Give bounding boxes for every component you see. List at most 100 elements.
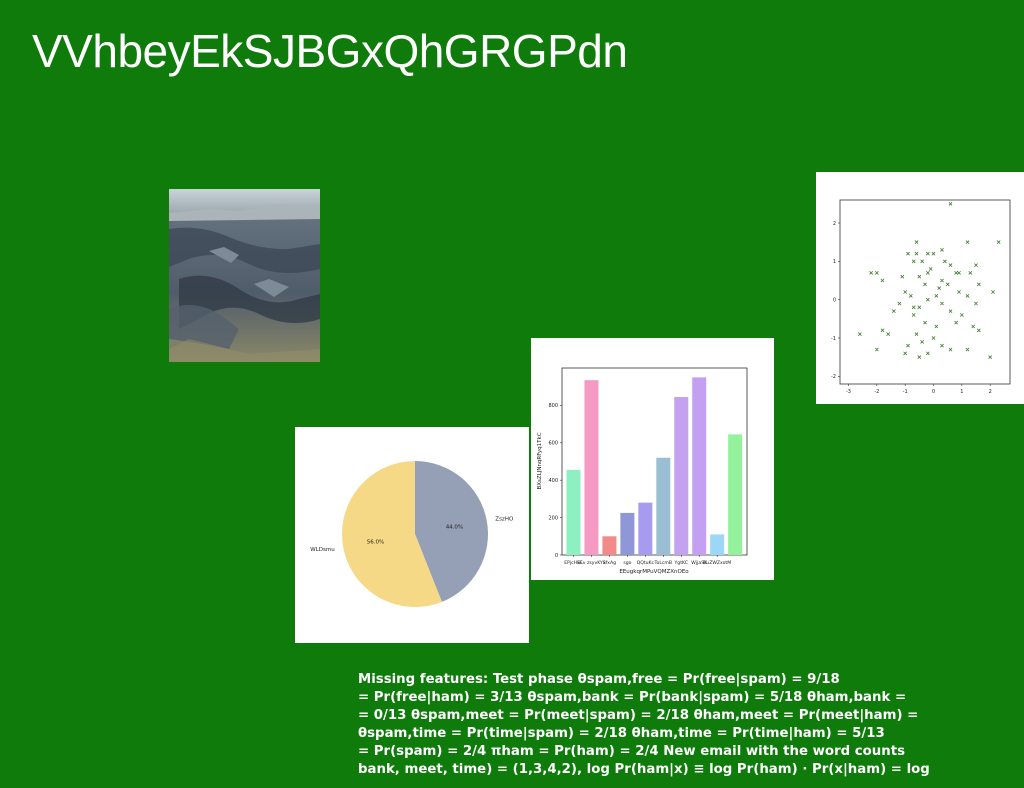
scatter-point xyxy=(988,355,993,360)
scatter-point xyxy=(974,301,978,306)
scatter-point xyxy=(974,263,978,268)
pie-chart: 44.0% ZszHO 56.0% WLDsmu xyxy=(310,461,514,607)
scatter-point xyxy=(940,301,944,306)
pie-category-label: WLDsmu xyxy=(310,547,334,553)
bar-xtick-label: EPjcHkE xyxy=(564,560,583,566)
scatter-ytick-label: -2 xyxy=(831,374,836,380)
scatter-point xyxy=(886,332,891,337)
scatter-point xyxy=(925,351,930,356)
scatter-point xyxy=(934,324,939,329)
scatter-point xyxy=(914,332,919,337)
scatter-point xyxy=(903,290,908,294)
scatter-xtick-label: 1 xyxy=(960,389,963,395)
scatter-point xyxy=(880,278,885,283)
bar-xtick-label: QQtuKc xyxy=(637,560,655,566)
scatter-plot-frame xyxy=(839,199,1011,385)
page-title: VVhbeyEkSJBGxQhGRGPdn xyxy=(32,25,628,77)
scatter-ytick-label: -1 xyxy=(831,336,836,342)
scatter-point xyxy=(874,270,879,275)
scatter-point xyxy=(917,274,922,279)
scatter-point xyxy=(931,336,936,340)
scatter-point xyxy=(911,259,916,264)
scatter-point xyxy=(948,201,953,206)
scatter-point xyxy=(923,320,927,325)
naive-bayes-note: Missing features: Test phase θspam,free … xyxy=(358,671,998,779)
bar xyxy=(584,380,599,555)
scatter-point xyxy=(948,263,953,268)
pie-slice xyxy=(415,461,488,602)
bar xyxy=(566,469,581,555)
scatter-point xyxy=(948,309,953,314)
scatter-point xyxy=(940,247,944,252)
bar xyxy=(620,512,635,555)
bar-xtick-label: ToLcmB xyxy=(654,560,673,566)
bar-chart-panel: 0 200 400 600 800 EPjcHkE SLv zsyvKYx SfxAg sgo… xyxy=(531,338,774,580)
note-line: = 0/13 θspam,meet = Pr(meet|spam) = 2/18… xyxy=(358,708,919,723)
scatter-chart-panel: -3 -2 -1 0 1 2 2 1 0 -1 -2 xyxy=(816,172,1024,404)
scatter-xtick-label: 0 xyxy=(932,389,935,395)
scatter-point xyxy=(920,339,925,344)
scatter-point xyxy=(976,282,981,287)
bar xyxy=(638,502,653,555)
scatter-point xyxy=(945,282,950,287)
scatter-point xyxy=(965,293,970,298)
bar-xtick-label: WjjaSK xyxy=(691,560,708,566)
scatter-point xyxy=(874,347,879,352)
bar-ylabel: BXsZLJNnqRFyq1TkC xyxy=(537,432,543,489)
scatter-point xyxy=(942,259,947,264)
note-line: Missing features: Test phase θspam,free … xyxy=(358,672,840,687)
scatter-point xyxy=(923,282,927,287)
scatter-ytick-label: 0 xyxy=(833,297,836,303)
scatter-point xyxy=(880,328,885,333)
scatter-point xyxy=(928,267,933,271)
scatter-ytick-label: 2 xyxy=(833,221,836,227)
pie-category-label: ZszHO xyxy=(495,516,514,522)
scatter-point xyxy=(869,270,874,275)
scatter-point xyxy=(925,251,930,256)
scatter-point xyxy=(976,328,981,333)
note-line: = Pr(spam) = 2/4 πham = Pr(ham) = 2/4 Ne… xyxy=(358,744,905,759)
note-line: = Pr(free|ham) = 3/13 θspam,bank = Pr(ba… xyxy=(358,690,907,705)
scatter-point xyxy=(940,278,944,283)
scatter-point xyxy=(957,290,961,294)
bar-ytick-label: 200 xyxy=(548,515,558,521)
note-line: θspam,time = Pr(time|spam) = 2/18 θham,t… xyxy=(358,726,885,741)
scatter-point xyxy=(954,320,959,325)
scatter-point xyxy=(940,343,944,348)
scatter-chart: -3 -2 -1 0 1 2 2 1 0 -1 -2 xyxy=(831,199,1011,395)
bar-ytick-label: 800 xyxy=(548,403,558,409)
scatter-point xyxy=(917,355,922,360)
bar xyxy=(656,457,671,555)
scatter-point xyxy=(917,305,922,310)
note-line: bank, meet, time) = (1,3,4,2), log Pr(ha… xyxy=(358,762,930,777)
scatter-point xyxy=(906,251,910,256)
scatter-point xyxy=(931,251,936,256)
bar xyxy=(692,377,707,555)
pie-pct-label: 44.0% xyxy=(446,524,463,530)
scatter-point xyxy=(996,240,1001,245)
scatter-point xyxy=(925,297,930,302)
bar-xlabel: EEugkqrMPuVQMZXnOEo xyxy=(619,569,689,575)
scatter-point xyxy=(959,313,964,317)
scatter-point xyxy=(891,309,896,314)
scatter-point xyxy=(971,324,976,329)
scatter-point xyxy=(957,270,961,275)
scatter-point xyxy=(857,332,862,337)
bar xyxy=(674,396,689,555)
bar-xtick-label: sgo xyxy=(623,561,631,566)
pie-slice xyxy=(342,461,442,607)
bar-ytick-label: 400 xyxy=(548,478,558,484)
scatter-xtick-label: -3 xyxy=(846,389,851,395)
scatter-point xyxy=(914,251,919,256)
bar-ytick-label: 600 xyxy=(548,441,558,447)
scatter-point xyxy=(937,286,942,291)
scatter-point xyxy=(897,301,902,306)
scatter-point xyxy=(965,240,970,245)
scatter-point xyxy=(908,293,913,298)
scatter-point xyxy=(911,305,916,310)
bar-xtick-label: YgtKC xyxy=(674,560,689,566)
bar xyxy=(602,536,617,555)
scatter-point xyxy=(911,313,916,317)
scatter-point xyxy=(903,351,908,356)
